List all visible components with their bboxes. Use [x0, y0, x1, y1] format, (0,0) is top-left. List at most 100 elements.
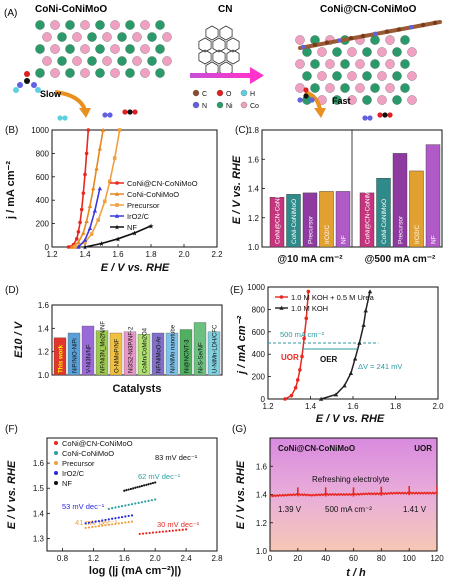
bar — [392, 153, 408, 248]
urea-molecule-icon — [13, 71, 41, 93]
lattice-atom — [50, 44, 60, 54]
lattice-atom — [355, 59, 365, 69]
data-point — [97, 186, 103, 191]
legend-marker — [115, 203, 119, 207]
y-axis-label: j / mA cm⁻² — [236, 316, 248, 376]
series-line — [84, 225, 152, 248]
lattice-atom — [400, 59, 410, 69]
lattice-atom — [35, 44, 45, 54]
lattice-atom — [325, 83, 335, 93]
y-tick-label: 800 — [252, 305, 266, 314]
y-tick-label: 1.4 — [248, 185, 260, 194]
y-axis-label: E / V vs. RHE — [6, 460, 18, 529]
urea-atom — [31, 82, 37, 88]
bar — [53, 337, 67, 376]
x-tick-label: 20 — [293, 554, 302, 563]
data-point — [132, 487, 135, 490]
data-point — [82, 237, 88, 242]
cn-ring — [198, 37, 212, 53]
cn-title: CN — [218, 4, 232, 15]
urea-molecule-icon-right — [297, 87, 393, 121]
product-atom — [62, 115, 68, 121]
data-point — [83, 240, 87, 245]
data-point — [127, 520, 130, 524]
data-point — [91, 525, 94, 529]
data-point — [348, 371, 354, 376]
data-point — [120, 505, 124, 508]
legend-atom-label: O — [226, 91, 232, 98]
cn-layer-atom — [360, 33, 366, 39]
y-tick-label: 1.6 — [38, 301, 50, 310]
y-tick-label: 1.4 — [33, 509, 45, 518]
plot-frame — [51, 129, 218, 248]
legend-label: NF — [127, 223, 137, 232]
lattice-atom — [295, 59, 305, 69]
data-point — [92, 208, 98, 213]
data-point — [318, 396, 324, 401]
legend-marker — [279, 295, 284, 299]
bar-category-label: Ni@NCNT-3 — [185, 339, 191, 373]
plot-frame — [51, 304, 223, 376]
data-point — [117, 516, 120, 519]
lattice-atom — [295, 83, 305, 93]
bar-category-label: IrO2/C — [414, 225, 421, 244]
data-point — [97, 146, 103, 151]
lattice-atom — [72, 32, 82, 42]
lattice-atom — [87, 56, 97, 66]
product-atom — [132, 109, 138, 115]
panel-b-lsv-chart: (B) 1.2 1.4 1.6 1.8 2.0 2.2 0 200 400 600 800 1000 ★ ★… — [5, 125, 223, 274]
x-tick-label: 2.2 — [211, 250, 223, 259]
data-point — [124, 504, 127, 507]
bar — [179, 329, 193, 376]
bar — [425, 144, 441, 248]
legend-atom-dot — [192, 101, 200, 109]
panel-label: (B) — [5, 125, 18, 136]
panel-label: (E) — [230, 285, 243, 296]
y-tick-label: 1.0 — [256, 547, 268, 556]
annotation-start-value: 1.39 V — [278, 505, 302, 514]
y-tick-label: 600 — [252, 328, 266, 337]
product-molecules-icon — [57, 109, 138, 121]
data-point — [124, 515, 127, 518]
lattice-atom — [400, 35, 410, 45]
data-point — [79, 207, 84, 212]
reaction-arrow-shaft — [190, 73, 250, 78]
lattice-atom — [140, 68, 150, 78]
bar — [376, 178, 391, 248]
bar — [137, 334, 151, 376]
data-point: ★ — [115, 235, 121, 243]
lattice-atom — [392, 95, 402, 105]
lattice-atom — [302, 71, 312, 81]
x-tick-label: 1.8 — [390, 402, 402, 411]
data-point — [155, 531, 158, 534]
data-point — [81, 230, 86, 235]
data-point — [117, 505, 120, 508]
data-point — [148, 531, 151, 535]
bar — [95, 330, 109, 376]
data-point — [357, 340, 362, 345]
data-point — [143, 484, 146, 487]
cn-layer-atom — [372, 31, 378, 36]
x-tick-label: 0 — [268, 554, 273, 563]
y-tick-label: 1.4 — [256, 491, 268, 500]
lattice-atom — [125, 68, 135, 78]
lattice-atom — [332, 71, 342, 81]
x-tick-label: 1.8 — [145, 250, 157, 259]
data-point — [69, 244, 74, 249]
legend-atom-label: H — [250, 91, 255, 98]
data-point — [134, 502, 137, 505]
data-point — [150, 499, 153, 502]
panel-d-comparison-bar-chart: (D) 1.0 1.2 1.4 1.6 This work NiP/NiO-NiPi V-Ni… — [5, 285, 223, 395]
lattice-atom — [132, 56, 142, 66]
x-tick-label: 1.4 — [79, 250, 91, 259]
x-tick-label: 1.2 — [88, 554, 100, 563]
bar — [286, 194, 301, 248]
y-tick-label: 1.6 — [33, 459, 45, 468]
data-point — [101, 524, 104, 527]
y-tick-label: 400 — [36, 196, 50, 205]
lattice-atom — [317, 71, 327, 81]
lattice-atom — [35, 20, 45, 30]
data-point — [178, 528, 181, 532]
lattice-atom — [400, 83, 410, 93]
lattice-atom — [355, 83, 365, 93]
